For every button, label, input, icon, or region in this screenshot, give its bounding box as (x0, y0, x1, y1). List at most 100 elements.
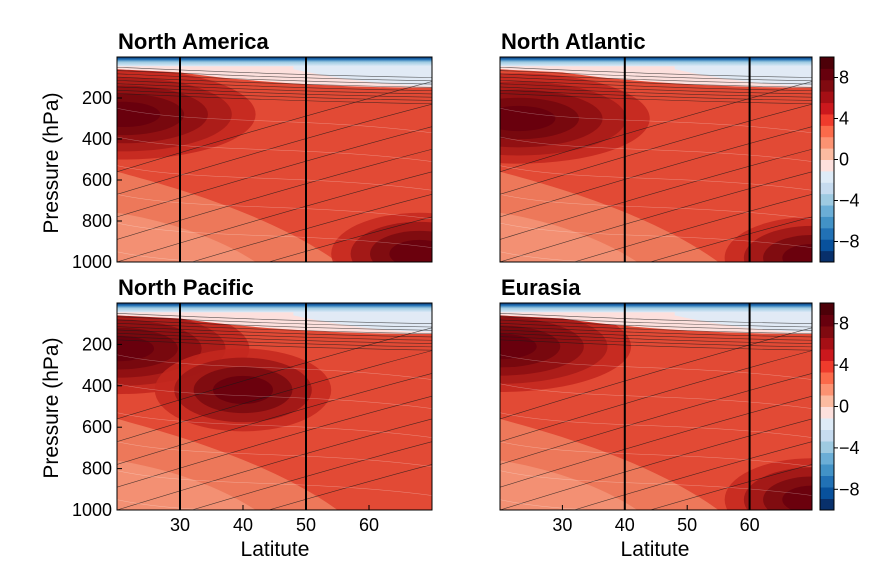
isoline (500, 395, 812, 488)
colorbar-swatch (820, 372, 834, 384)
colorbar-swatch (820, 250, 834, 263)
colorbar-swatch (820, 475, 834, 488)
isoline (117, 336, 432, 348)
colorbar-swatch (820, 349, 834, 361)
isoline (500, 339, 812, 351)
colorbar-tick-label: −4 (839, 438, 860, 458)
colorbar-1: 8 4 0 −4 −8 (819, 56, 860, 263)
colorbar-swatch (820, 57, 834, 69)
colorbar-swatch (820, 227, 834, 240)
isoline (500, 83, 812, 95)
white-contour (117, 108, 432, 134)
isoline (500, 126, 812, 218)
white-contour (500, 441, 812, 467)
x-axis-label-right: Latitute (621, 538, 690, 561)
isoline (117, 326, 432, 338)
white-contour (500, 470, 812, 496)
isoline (117, 313, 432, 324)
field-blue-top (117, 303, 432, 313)
x-tick-label: 60 (740, 515, 760, 535)
isoline (117, 171, 432, 262)
colorbar-tick-label: −8 (839, 479, 860, 499)
isoline (117, 395, 432, 488)
white-contour (500, 383, 812, 409)
isoline (500, 103, 812, 195)
white-contour (117, 251, 214, 262)
isoline (500, 81, 812, 173)
colorbar-tick-label: 4 (839, 355, 849, 375)
isoline (268, 216, 432, 262)
isoline (500, 319, 812, 331)
x-tick-label: 30 (552, 515, 572, 535)
field-lighter-lower (500, 460, 638, 510)
isoline (500, 66, 812, 78)
colorbar-2: 8 4 0 −4 −8 (819, 302, 860, 511)
colorbar-swatch (820, 314, 834, 327)
white-contour (500, 108, 812, 134)
isoline (500, 70, 812, 82)
colorbar-tick-label: 8 (839, 314, 849, 334)
isoline (500, 418, 812, 510)
white-contour (117, 412, 432, 438)
panels: North America 200 400 600 800 1000 North Atlan… (72, 29, 813, 535)
isoline (649, 216, 812, 262)
colorbar-swatch (820, 79, 834, 92)
colorbars: 8 4 0 −4 −8 8 4 0 −4 −8 (819, 56, 860, 511)
white-contour (500, 222, 812, 248)
panel-title: North America (118, 29, 270, 54)
panel-frame (116, 302, 433, 511)
isoline (500, 326, 812, 338)
isoline (117, 332, 432, 344)
white-contour (500, 412, 812, 438)
isoline (117, 329, 432, 341)
colorbar-swatch (820, 216, 834, 229)
isoline (500, 332, 812, 344)
isoline (500, 327, 812, 420)
isoline (573, 194, 812, 262)
warm-blob-contour (782, 485, 812, 510)
colorbar-swatch (820, 303, 834, 315)
colorbar-swatch (820, 418, 834, 430)
x-tick-label: 50 (296, 515, 316, 535)
isoline (268, 464, 432, 510)
y-tick-label: 800 (82, 211, 112, 231)
y-tick-label: 400 (82, 129, 112, 149)
white-contour (117, 165, 432, 191)
field-lighter-lower (117, 212, 256, 262)
isoline (117, 66, 432, 78)
colorbar-swatch (820, 113, 834, 126)
isoline (500, 350, 812, 442)
colorbar-swatch (820, 395, 834, 407)
x-tick-label: 40 (615, 515, 635, 535)
panel-frame (116, 56, 433, 263)
core-contour (500, 105, 556, 132)
core-contour (117, 101, 161, 128)
white-contour (117, 222, 432, 248)
field-blue-top (117, 57, 432, 67)
white-contour (117, 441, 432, 467)
x-tick-label: 50 (677, 515, 697, 535)
isoline (117, 316, 432, 328)
isoline (500, 329, 812, 341)
colorbar-swatch (820, 136, 834, 149)
isoline (117, 76, 432, 88)
isoline (500, 86, 812, 98)
colorbar-tick-label: 4 (839, 109, 849, 129)
isoline (191, 194, 432, 262)
white-contour (500, 136, 812, 162)
isoline (500, 93, 812, 105)
colorbar-swatch (820, 159, 834, 172)
y-tick-label: 200 (82, 334, 112, 354)
isoline (117, 373, 432, 465)
panel-2: North Atlantic (499, 29, 813, 263)
y-axis-label-top: Pressure (hPa) (40, 92, 63, 233)
colorbar-swatch (820, 239, 834, 252)
colorbar-tick-label: −4 (839, 191, 860, 211)
isoline (117, 322, 432, 334)
white-contour (117, 383, 432, 409)
white-contour (117, 354, 432, 380)
colorbar-swatch (820, 182, 834, 195)
y-tick-label: 800 (82, 459, 112, 479)
isoline (117, 81, 432, 173)
white-contour (117, 470, 432, 496)
